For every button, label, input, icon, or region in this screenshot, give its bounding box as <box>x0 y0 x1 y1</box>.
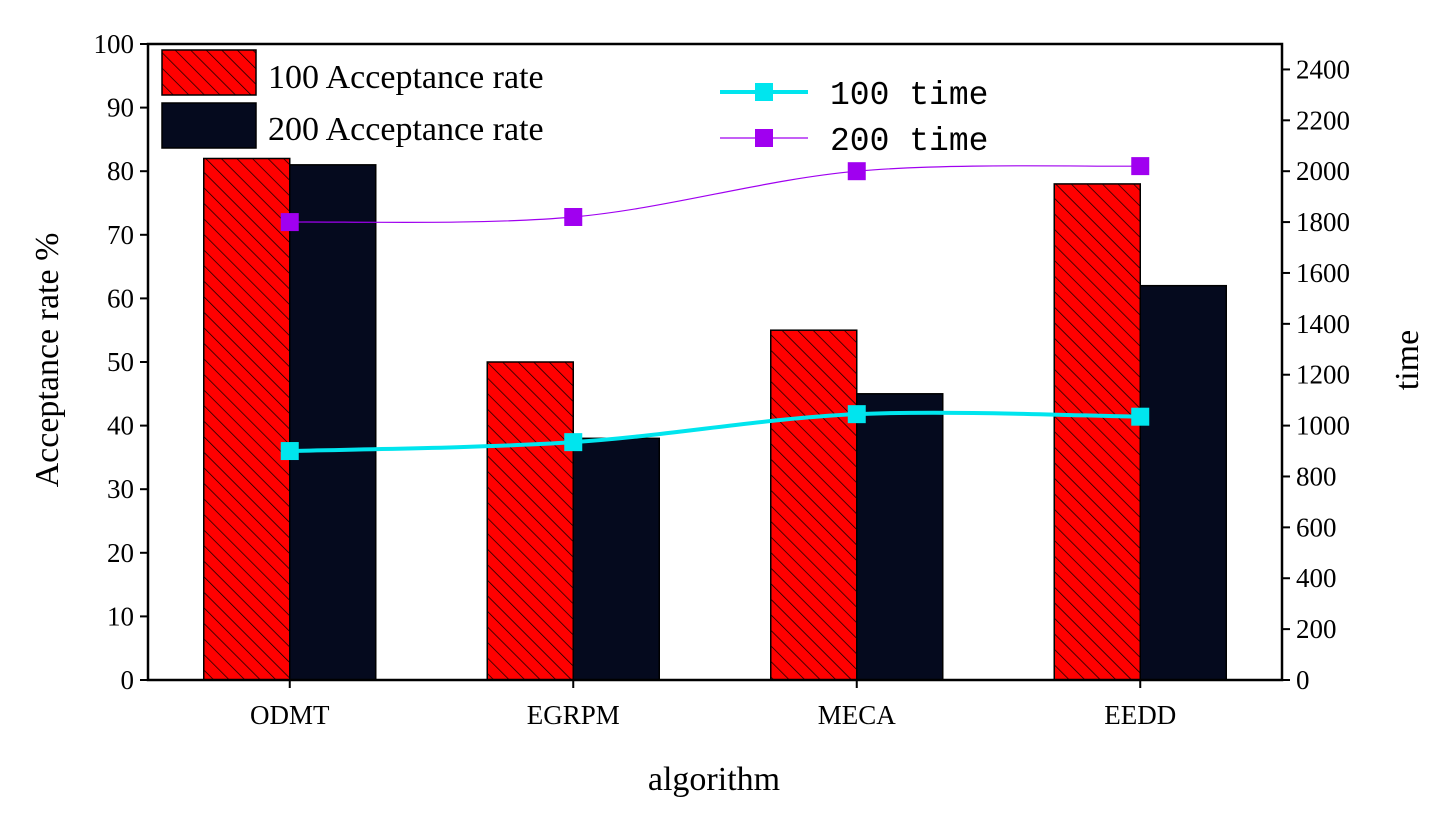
axes-group: 0102030405060708090100020040060080010001… <box>94 29 1351 730</box>
y-tick-label: 90 <box>107 93 134 123</box>
bar-100-acceptance-meca <box>770 329 858 681</box>
y-right-tick-label: 2000 <box>1296 156 1350 186</box>
bar-200-acceptance-meca <box>856 393 944 681</box>
y-tick-label: 100 <box>94 29 135 59</box>
point-200-time-eedd <box>1131 157 1150 176</box>
y-axis-right-title: time <box>1389 330 1426 390</box>
bars-group <box>203 157 1227 681</box>
x-tick-label-meca: MECA <box>818 700 897 730</box>
y-right-tick-label: 1200 <box>1296 360 1350 390</box>
x-axis-title: algorithm <box>648 761 780 798</box>
legend-label-200-acceptance: 200 Acceptance rate <box>268 111 544 148</box>
point-100-time-egrpm <box>564 433 583 452</box>
y-right-tick-label: 800 <box>1296 461 1337 491</box>
bar-100-acceptance-odmt <box>203 157 291 681</box>
lines-group <box>280 157 1150 461</box>
point-100-time-odmt <box>280 442 299 461</box>
y-right-tick-label: 600 <box>1296 512 1337 542</box>
y-right-tick-label: 200 <box>1296 614 1337 644</box>
x-tick-label-odmt: ODMT <box>250 700 330 730</box>
legend: 100 Acceptance rate 200 Acceptance rate … <box>161 49 988 160</box>
bar-100-acceptance-egrpm <box>486 361 574 681</box>
y-right-tick-label: 400 <box>1296 563 1337 593</box>
y-right-tick-label: 1400 <box>1296 309 1350 339</box>
y-right-tick-label: 1000 <box>1296 411 1350 441</box>
legend-swatch-200-acceptance <box>161 102 257 149</box>
point-200-time-egrpm <box>564 207 583 226</box>
y-right-tick-label: 1800 <box>1296 207 1350 237</box>
line-200-time <box>289 165 1141 224</box>
point-100-time-eedd <box>1131 407 1150 426</box>
y-tick-label: 30 <box>107 474 134 504</box>
y-right-tick-label: 0 <box>1296 665 1310 695</box>
legend-label-100-acceptance: 100 Acceptance rate <box>268 59 544 96</box>
bar-100-acceptance-eedd <box>1053 183 1141 681</box>
y-tick-label: 0 <box>121 665 135 695</box>
y-right-tick-label: 2400 <box>1296 54 1350 84</box>
legend-swatch-100-acceptance <box>161 49 257 96</box>
point-200-time-odmt <box>280 213 299 232</box>
point-100-time-meca <box>847 405 866 424</box>
y-tick-label: 10 <box>107 601 134 631</box>
x-tick-label-egrpm: EGRPM <box>527 700 620 730</box>
legend-marker-200-time <box>755 129 773 147</box>
bar-200-acceptance-eedd <box>1139 284 1227 681</box>
y-right-tick-label: 2200 <box>1296 105 1350 135</box>
legend-label-200-time: 200 time <box>830 123 988 160</box>
point-200-time-meca <box>847 162 866 181</box>
bar-200-acceptance-odmt <box>289 164 377 681</box>
y-tick-label: 70 <box>107 220 134 250</box>
y-right-tick-label: 1600 <box>1296 258 1350 288</box>
line-100-time <box>289 410 1141 454</box>
x-tick-label-eedd: EEDD <box>1104 700 1176 730</box>
legend-marker-100-time <box>755 83 773 101</box>
y-tick-label: 40 <box>107 411 134 441</box>
y-tick-label: 80 <box>107 156 134 186</box>
y-tick-label: 20 <box>107 538 134 568</box>
legend-label-100-time: 100 time <box>830 77 988 114</box>
y-tick-label: 60 <box>107 283 134 313</box>
bar-200-acceptance-egrpm <box>572 437 660 681</box>
y-tick-label: 50 <box>107 347 134 377</box>
y-axis-title: Acceptance rate % <box>29 233 66 488</box>
